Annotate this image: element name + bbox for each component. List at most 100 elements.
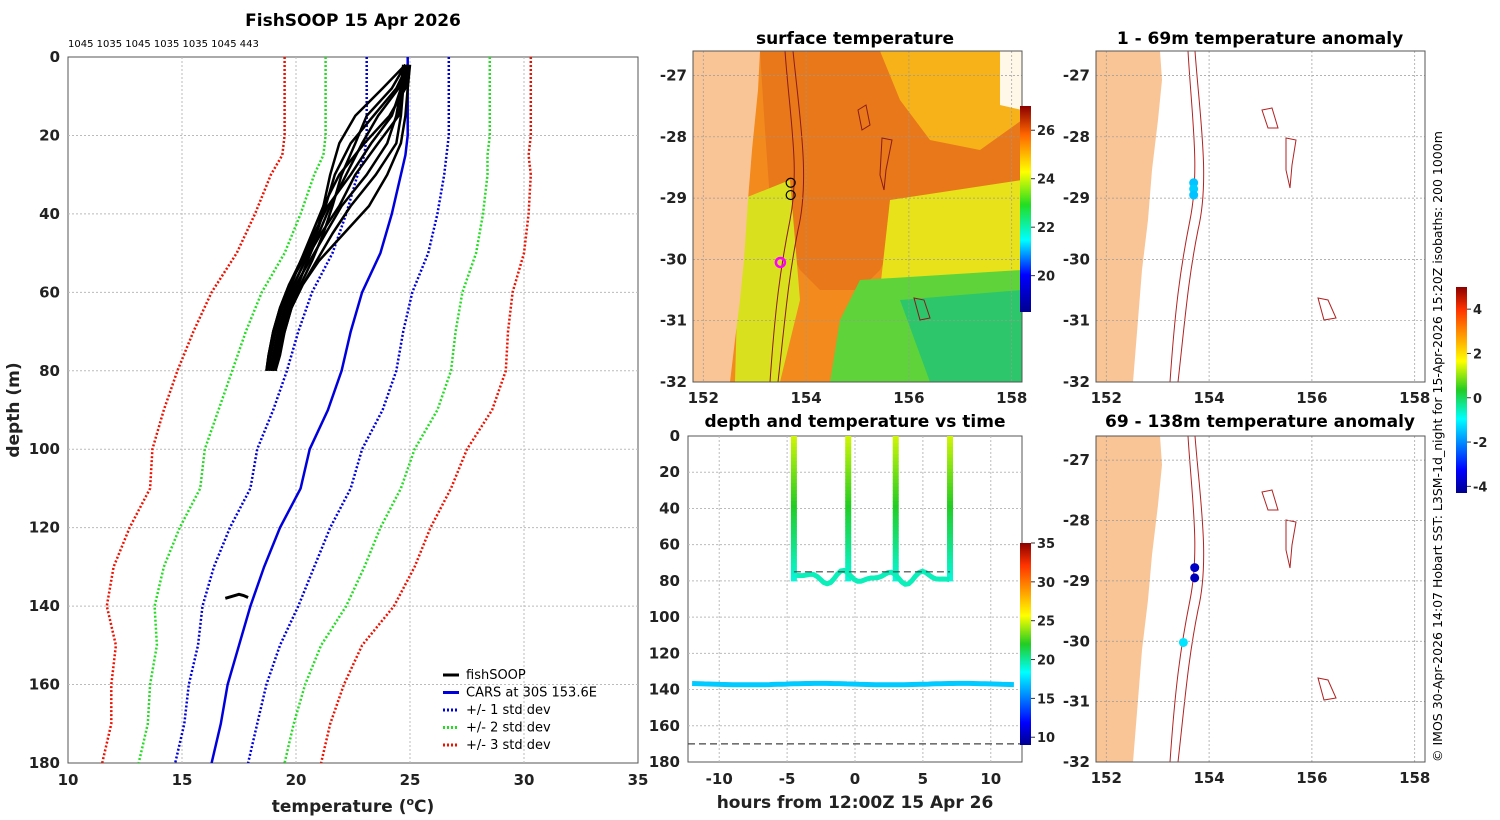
cast-sample bbox=[892, 493, 899, 499]
fishsoop-profile-line bbox=[269, 64, 407, 371]
cast-sample bbox=[947, 479, 954, 484]
cast-sample bbox=[947, 515, 954, 520]
fishsoop-profile-line bbox=[269, 64, 405, 371]
anom-lower-points bbox=[1178, 563, 1200, 647]
time-ytick-label: 80 bbox=[659, 572, 680, 590]
cast-sample bbox=[947, 457, 954, 462]
cast-sample bbox=[892, 446, 899, 451]
cast-sample bbox=[947, 566, 954, 571]
profile-std3-lower-line bbox=[100, 57, 286, 763]
anomaly-point bbox=[1190, 563, 1200, 573]
cast-sample bbox=[790, 544, 797, 549]
time-axes-frame bbox=[687, 435, 1023, 763]
cars-mean-line bbox=[210, 57, 409, 763]
cast-sample bbox=[947, 512, 954, 517]
fishsoop-profile-line bbox=[265, 64, 407, 371]
anomaly-cbar-label: 4 bbox=[1473, 303, 1482, 318]
cast-sample bbox=[947, 490, 954, 495]
cast-sample bbox=[790, 446, 797, 451]
time-cbar-label: 30 bbox=[1037, 576, 1055, 591]
cast-sample bbox=[790, 497, 797, 502]
cast-sample bbox=[845, 436, 852, 441]
cast-sample bbox=[790, 515, 797, 520]
cast-sample bbox=[790, 464, 797, 470]
sst-seamount-1 bbox=[857, 104, 871, 131]
fishsoop-profile-line bbox=[274, 64, 407, 372]
cast-sample bbox=[845, 519, 852, 524]
map-ytick-label: -27 bbox=[660, 67, 687, 85]
cast-sample bbox=[790, 526, 797, 531]
cast-sample bbox=[790, 533, 797, 538]
cast-sample bbox=[845, 512, 852, 517]
map-ytick-label: -32 bbox=[660, 373, 687, 391]
cast-sample bbox=[790, 475, 797, 480]
cast-sample bbox=[790, 577, 797, 582]
time-series bbox=[688, 436, 1022, 745]
credit-text: © IMOS 30-Apr-2026 14:07 Hobart SST: L3S… bbox=[1430, 131, 1445, 762]
anomaly-cbar-label: -2 bbox=[1473, 436, 1487, 451]
cast-sample bbox=[790, 537, 797, 542]
cast-sample bbox=[947, 533, 954, 538]
time-cbar-label: 15 bbox=[1037, 692, 1055, 707]
map-xtick-label: 156 bbox=[1296, 769, 1327, 787]
cast-sample bbox=[790, 566, 797, 571]
sst-markers bbox=[774, 177, 796, 269]
cast-sample bbox=[845, 544, 852, 549]
profile-xtick-label: 25 bbox=[400, 771, 421, 789]
cast-sample bbox=[845, 493, 852, 499]
sst-title: surface temperature bbox=[756, 29, 954, 49]
cast-sample bbox=[947, 530, 954, 535]
sst-location-marker bbox=[785, 177, 796, 188]
cast-sample bbox=[790, 573, 797, 578]
cast-sample bbox=[892, 566, 899, 571]
anom-lower-seamount-2 bbox=[1285, 519, 1297, 569]
cast-sample bbox=[892, 533, 899, 538]
cast-sample bbox=[790, 450, 797, 455]
cast-sample bbox=[845, 515, 852, 520]
cast-sample bbox=[892, 551, 899, 557]
cast-sample bbox=[947, 559, 954, 564]
sst-colorbar bbox=[1020, 106, 1031, 312]
sst-gridlines bbox=[693, 51, 1022, 382]
profile-xtick-label: 35 bbox=[628, 771, 649, 789]
cast-sample bbox=[790, 541, 797, 546]
time-ytick-label: 100 bbox=[649, 608, 680, 626]
map-xtick-label: 156 bbox=[893, 389, 924, 407]
map-xtick-label: 158 bbox=[1399, 389, 1430, 407]
sst-ticks: 152 154 156 158 -27 -28 -29 -30 -31 -32 bbox=[660, 67, 1027, 407]
cast-sample bbox=[892, 541, 899, 546]
time-ytick-label: 40 bbox=[659, 499, 680, 517]
cast-sample bbox=[947, 501, 954, 506]
anomaly-point bbox=[1190, 573, 1200, 583]
cast-sample bbox=[892, 436, 899, 441]
cast-sample bbox=[790, 490, 797, 495]
profile-ytick-label: 160 bbox=[29, 676, 60, 694]
cast-sample bbox=[892, 450, 899, 455]
cast-sample bbox=[845, 457, 852, 462]
cast-sample bbox=[790, 461, 797, 466]
cast-sample bbox=[947, 446, 954, 451]
fishsoop-profile-line bbox=[271, 64, 412, 371]
cast-sample bbox=[845, 530, 852, 535]
cast-sample bbox=[892, 443, 899, 448]
profile-ytick-label: 40 bbox=[39, 205, 60, 223]
cast-sample bbox=[892, 501, 899, 506]
cast-sample bbox=[845, 483, 852, 488]
map-ytick-label: -32 bbox=[1063, 373, 1090, 391]
cast-sample bbox=[790, 530, 797, 535]
cast-sample bbox=[845, 490, 852, 495]
anom-upper-isobath-1000 bbox=[1177, 51, 1205, 382]
time-ytick-label: 60 bbox=[659, 536, 680, 554]
legend-label: fishSOOP bbox=[466, 668, 526, 683]
anom-lower-frame bbox=[1095, 435, 1426, 763]
map-ytick-label: -29 bbox=[660, 189, 687, 207]
map-ytick-label: -31 bbox=[660, 312, 687, 330]
map-ytick-label: -30 bbox=[660, 250, 687, 268]
profile-xtick-label: 20 bbox=[286, 771, 307, 789]
sst-map-body bbox=[693, 51, 1022, 382]
time-xtick-label: -10 bbox=[706, 770, 733, 788]
cast-sample bbox=[892, 461, 899, 466]
sst-location-marker bbox=[785, 189, 796, 201]
anom-upper-title: 1 - 69m temperature anomaly bbox=[1117, 29, 1403, 49]
